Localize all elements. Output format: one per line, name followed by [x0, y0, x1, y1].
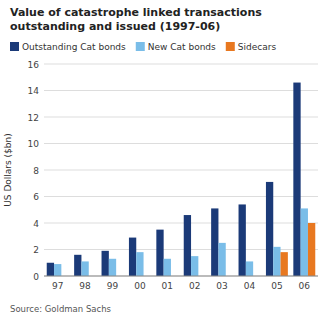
bar	[246, 261, 253, 276]
bar	[136, 252, 143, 276]
x-tick-label: 04	[244, 281, 256, 291]
bar	[281, 252, 288, 276]
bar	[218, 243, 225, 276]
x-tick-label: 00	[134, 281, 146, 291]
bar	[239, 204, 246, 276]
legend-label: New Cat bonds	[148, 42, 216, 52]
x-tick-label: 03	[216, 281, 227, 291]
bar	[191, 256, 198, 276]
y-tick-label: 2	[33, 245, 39, 255]
x-axis-line	[44, 276, 318, 277]
y-tick-label: 0	[33, 272, 39, 282]
title-line: outstanding and issued (1997-06)	[10, 20, 220, 33]
grid-line	[44, 223, 318, 224]
legend-label: Outstanding Cat bonds	[22, 42, 126, 52]
bar	[81, 261, 88, 276]
legend: Outstanding Cat bonds New Cat bonds Sideca…	[10, 42, 276, 52]
chart: Value of catastrophe linked transactions…	[0, 0, 328, 322]
x-tick-label: 97	[52, 281, 63, 291]
x-tick-label: 05	[271, 281, 282, 291]
y-tick-label: 6	[33, 192, 39, 202]
grid-line	[44, 90, 318, 91]
bars	[47, 83, 316, 276]
bar	[156, 230, 163, 276]
source: Source: Goldman Sachs	[10, 304, 112, 314]
y-axis-label: US Dollars ($bn)	[3, 133, 13, 207]
grid-line	[44, 143, 318, 144]
y-tick-label: 12	[28, 113, 39, 123]
x-tick-label: 98	[79, 281, 91, 291]
bar	[293, 83, 300, 276]
y-tick-label: 4	[33, 219, 39, 229]
bar	[102, 251, 109, 276]
bar	[47, 263, 54, 276]
title-line: Value of catastrophe linked transactions	[10, 6, 262, 19]
bar	[301, 208, 308, 276]
bar	[211, 208, 218, 276]
bar	[273, 247, 280, 276]
bar	[266, 182, 273, 276]
bar	[109, 259, 116, 276]
grid-line	[44, 117, 318, 118]
y-tick-label: 14	[28, 86, 40, 96]
grid-line	[44, 276, 318, 277]
x-tick-label: 06	[299, 281, 311, 291]
bar	[184, 215, 191, 276]
y-tick-label: 10	[28, 139, 40, 149]
legend-swatch	[136, 42, 145, 51]
grid-line	[44, 196, 318, 197]
x-tick-label: 02	[189, 281, 200, 291]
bar	[308, 223, 315, 276]
bar	[129, 238, 136, 276]
legend-swatch	[10, 42, 19, 51]
title: Value of catastrophe linked transactions…	[10, 6, 262, 33]
legend-label: Sidecars	[238, 42, 277, 52]
y-tick-label: 8	[33, 166, 39, 176]
bar	[74, 255, 81, 276]
grid-line	[44, 170, 318, 171]
x-tick-label: 99	[107, 281, 119, 291]
legend-swatch	[226, 42, 235, 51]
bar	[54, 264, 61, 276]
grid-line	[44, 64, 318, 65]
bar	[164, 259, 171, 276]
x-tick-label: 01	[162, 281, 173, 291]
y-tick-label: 16	[28, 60, 40, 70]
